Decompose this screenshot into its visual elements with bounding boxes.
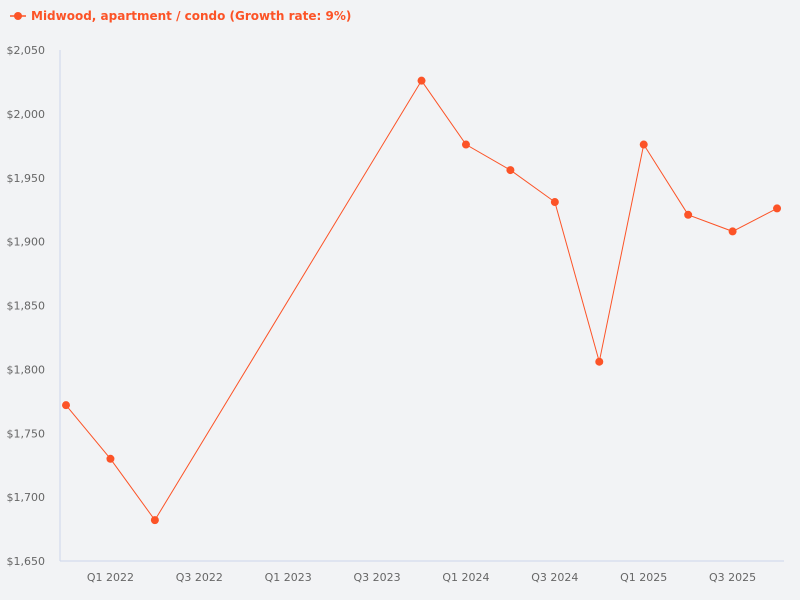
x-tick-label: Q3 2023 xyxy=(354,571,401,584)
x-tick-label: Q1 2025 xyxy=(620,571,667,584)
data-point xyxy=(62,401,70,410)
series-line xyxy=(65,79,778,522)
x-tick-label: Q3 2025 xyxy=(709,571,756,584)
y-tick-label: $1,650 xyxy=(7,555,46,568)
x-tick-label: Q1 2024 xyxy=(442,571,489,584)
y-tick-label: $2,050 xyxy=(7,44,46,57)
y-tick-label: $1,850 xyxy=(7,300,46,313)
data-point xyxy=(684,210,693,219)
data-point xyxy=(106,454,115,463)
data-point xyxy=(550,198,559,207)
x-tick-label: Q3 2024 xyxy=(531,571,578,584)
x-tick-label: Q1 2023 xyxy=(265,571,312,584)
data-point xyxy=(150,516,159,525)
data-point xyxy=(773,204,782,213)
legend-label: Midwood, apartment / condo (Growth rate:… xyxy=(31,9,352,23)
x-tick-label: Q1 2022 xyxy=(87,571,134,584)
data-point xyxy=(506,166,515,175)
y-tick-label: $1,950 xyxy=(7,172,46,185)
y-tick-label: $1,800 xyxy=(7,363,46,376)
data-point xyxy=(461,140,470,149)
data-point xyxy=(639,140,648,149)
legend-item[interactable]: Midwood, apartment / condo (Growth rate:… xyxy=(10,9,351,23)
y-tick-label: $1,750 xyxy=(7,427,46,440)
y-tick-label: $1,700 xyxy=(7,491,46,504)
data-point xyxy=(595,357,604,366)
legend-marker-icon xyxy=(10,12,26,20)
y-tick-label: $1,900 xyxy=(7,236,46,249)
y-tick-label: $2,000 xyxy=(7,108,46,121)
data-point xyxy=(417,76,426,85)
data-point xyxy=(728,227,737,236)
x-tick-label: Q3 2022 xyxy=(176,571,223,584)
